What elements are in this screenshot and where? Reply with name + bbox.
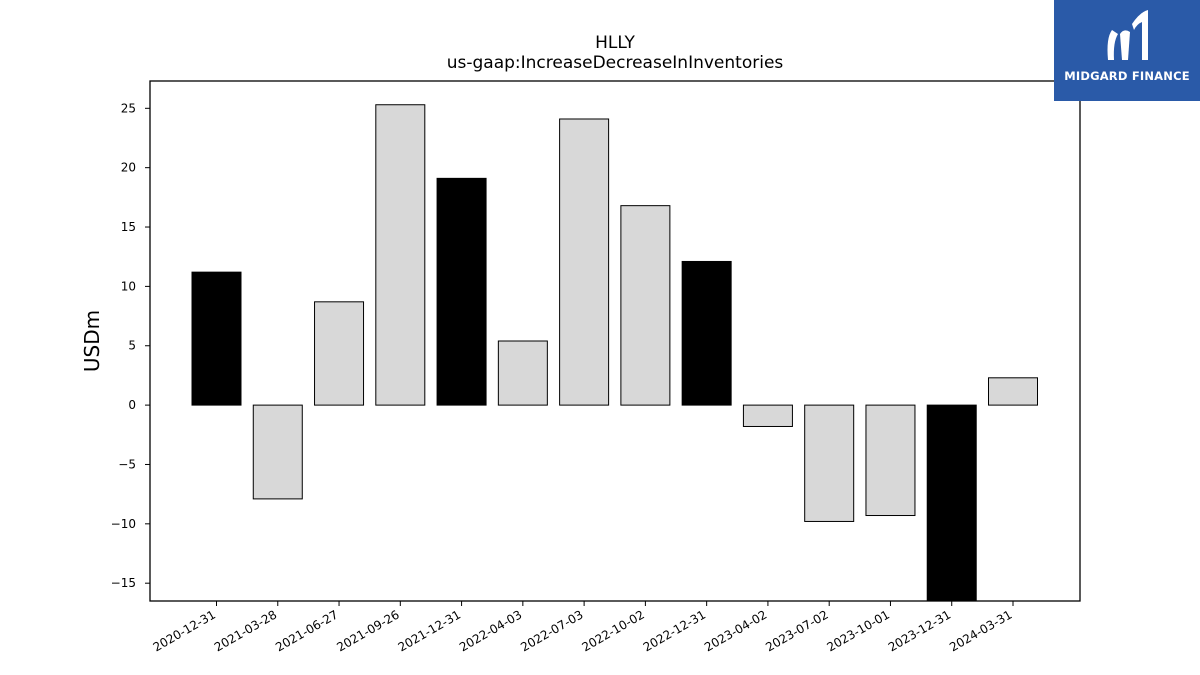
bar-2023-07-02 <box>804 404 855 522</box>
x-tick-label: 2022-12-31 <box>641 607 708 654</box>
bar-2023-10-01 <box>865 404 916 517</box>
y-tick-label: 15 <box>121 220 136 234</box>
x-tick-label: 2022-04-03 <box>457 607 524 654</box>
y-tick-label: 25 <box>121 101 136 115</box>
y-tick-label: 5 <box>128 339 136 353</box>
bar-2021-03-28 <box>252 404 303 500</box>
x-tick-label: 2022-07-03 <box>518 607 585 654</box>
chart-subtitle: us-gaap:IncreaseDecreaseInInventories <box>447 53 784 73</box>
bar-2023-04-02 <box>742 404 793 427</box>
bar-2022-10-02 <box>620 205 671 406</box>
brand-logo: MIDGARD FINANCE <box>1054 0 1200 101</box>
x-tick-label: 2021-09-26 <box>334 607 401 654</box>
y-tick-label: −15 <box>111 576 136 590</box>
x-tick-label: 2023-10-01 <box>825 607 892 654</box>
plot-frame <box>149 80 1081 602</box>
y-tick-label: 10 <box>121 279 136 293</box>
x-tick-label: 2021-03-28 <box>212 607 279 654</box>
x-tick-label: 2020-12-31 <box>151 607 218 654</box>
bar-2021-09-26 <box>375 104 426 406</box>
midgard-logo-icon <box>1107 10 1148 60</box>
bar-2021-06-27 <box>314 301 365 406</box>
bar-2024-03-31 <box>988 377 1038 406</box>
bar-2023-12-31 <box>926 404 977 602</box>
bar-2020-12-31 <box>191 271 242 406</box>
y-axis-label: USDm <box>80 310 104 372</box>
x-tick-label: 2021-06-27 <box>273 607 340 654</box>
chart-title: HLLY <box>595 33 635 53</box>
x-tick-label: 2022-10-02 <box>579 607 646 654</box>
bar-2022-07-03 <box>559 118 610 406</box>
x-tick-label: 2024-03-31 <box>947 607 1014 654</box>
brand-name: MIDGARD FINANCE <box>1064 69 1190 83</box>
x-tick-label: 2023-04-02 <box>702 607 769 654</box>
x-tick-label: 2021-12-31 <box>396 607 463 654</box>
x-tick-label: 2023-12-31 <box>886 607 953 654</box>
y-tick-label: 0 <box>128 398 136 412</box>
y-tick-label: −5 <box>118 457 136 471</box>
bar-2021-12-31 <box>436 177 487 406</box>
bars-layer <box>191 104 1038 602</box>
x-tick-label: 2023-07-02 <box>763 607 830 654</box>
bar-2022-04-03 <box>497 340 548 406</box>
bar-2022-12-31 <box>681 260 732 406</box>
y-tick-label: 20 <box>121 161 136 175</box>
y-tick-label: −10 <box>111 517 136 531</box>
